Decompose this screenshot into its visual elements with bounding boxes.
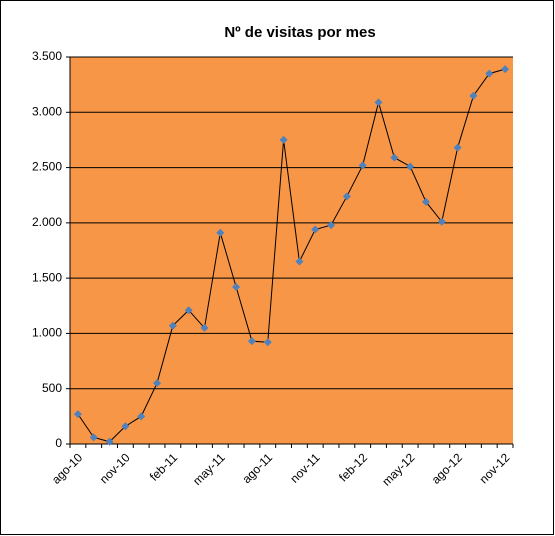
data-point	[232, 282, 241, 291]
data-point	[184, 306, 193, 315]
data-point	[374, 98, 383, 107]
data-point	[469, 91, 478, 100]
data-point	[105, 437, 114, 446]
data-point	[421, 197, 430, 206]
data-point	[137, 412, 146, 421]
data-point	[73, 410, 82, 419]
data-point	[200, 323, 209, 332]
y-tick-label: 1.500	[32, 270, 62, 284]
data-point	[501, 65, 510, 74]
data-point	[311, 225, 320, 234]
data-point	[216, 228, 225, 237]
data-point	[279, 135, 288, 144]
data-point	[327, 221, 336, 230]
data-point	[453, 143, 462, 152]
data-point	[89, 433, 98, 442]
y-tick-label: 2.500	[32, 160, 62, 174]
chart-title: Nº de visitas por mes	[224, 24, 375, 41]
y-tick-label: 500	[42, 381, 62, 395]
data-point	[121, 422, 130, 431]
y-tick-label: 0	[55, 436, 62, 450]
plot-area	[70, 57, 513, 444]
data-point	[342, 192, 351, 201]
data-point	[168, 321, 177, 330]
y-tick-label: 3.000	[32, 104, 62, 118]
y-tick-label: 3.500	[32, 49, 62, 63]
data-point	[263, 338, 272, 347]
data-point	[406, 162, 415, 171]
y-tick-label: 2.000	[32, 215, 62, 229]
data-point	[247, 337, 256, 346]
data-point	[437, 217, 446, 226]
data-point	[295, 257, 304, 266]
data-line	[77, 68, 506, 443]
data-point	[358, 161, 367, 170]
data-point	[390, 153, 399, 162]
data-point	[153, 379, 162, 388]
data-point	[485, 69, 494, 78]
y-tick-label: 1.000	[32, 326, 62, 340]
